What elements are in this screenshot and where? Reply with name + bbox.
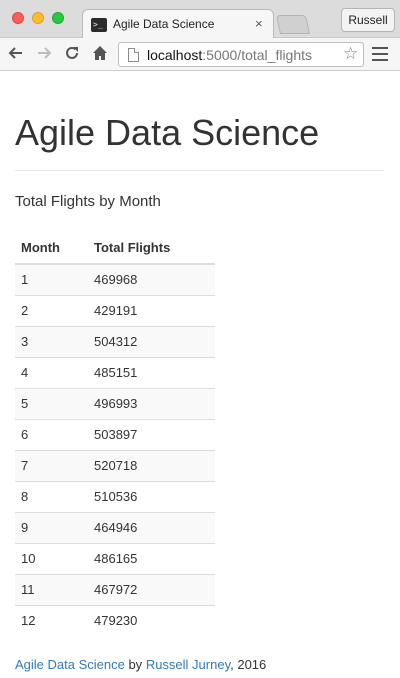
cell-month: 11 [15, 573, 88, 605]
table-row: 11 467972 [15, 573, 215, 605]
cell-total-flights: 510536 [88, 480, 215, 512]
cell-total-flights: 464946 [88, 511, 215, 543]
home-icon[interactable] [90, 44, 110, 64]
table-row: 3 504312 [15, 325, 215, 357]
footer-by: by [124, 657, 146, 672]
star-icon[interactable]: ☆ [343, 44, 359, 63]
browser-toolbar: localhost:5000/total_flights ☆ [0, 38, 400, 71]
cell-month: 5 [15, 387, 88, 419]
tab-close-icon[interactable]: × [255, 16, 263, 31]
table-row: 4 485151 [15, 356, 215, 388]
cell-total-flights: 503897 [88, 418, 215, 450]
cell-month: 1 [15, 263, 88, 295]
profile-button[interactable]: Russell [341, 8, 395, 32]
cell-month: 2 [15, 294, 88, 326]
cell-total-flights: 504312 [88, 325, 215, 357]
new-tab-button[interactable] [275, 15, 311, 34]
table-row: 1 469968 [15, 263, 215, 295]
forward-arrow-icon[interactable] [34, 44, 54, 64]
address-bar[interactable]: localhost:5000/total_flights ☆ [118, 42, 364, 67]
table-row: 12 479230 [15, 604, 215, 636]
cell-total-flights: 467972 [88, 573, 215, 605]
hamburger-menu-icon[interactable] [372, 47, 388, 61]
page-icon [128, 48, 139, 62]
cell-total-flights: 520718 [88, 449, 215, 481]
window-close-button[interactable] [12, 12, 24, 24]
divider [15, 170, 384, 171]
page-subtitle: Total Flights by Month [15, 193, 161, 210]
cell-month: 7 [15, 449, 88, 481]
table-row: 7 520718 [15, 449, 215, 481]
page-title: Agile Data Science [15, 112, 320, 153]
tab-title: Agile Data Science [113, 17, 215, 31]
table-row: 8 510536 [15, 480, 215, 512]
column-header-month: Month [15, 232, 88, 265]
cell-month: 8 [15, 480, 88, 512]
cell-month: 12 [15, 604, 88, 636]
window-maximize-button[interactable] [52, 12, 64, 24]
cell-total-flights: 479230 [88, 604, 215, 636]
cell-month: 10 [15, 542, 88, 574]
table-row: 2 429191 [15, 294, 215, 326]
site-link[interactable]: Agile Data Science [15, 657, 125, 672]
cell-month: 9 [15, 511, 88, 543]
column-header-total-flights: Total Flights [88, 232, 215, 265]
cell-month: 4 [15, 356, 88, 388]
cell-total-flights: 469968 [88, 263, 215, 295]
table-row: 9 464946 [15, 511, 215, 543]
flights-table: Month Total Flights 1 469968 2 429191 3 50431… [15, 232, 215, 636]
title-bar: >_ Agile Data Science × Russell [0, 0, 400, 39]
footer: Agile Data Science by Russell Jurney, 20… [15, 657, 266, 672]
cell-total-flights: 485151 [88, 356, 215, 388]
cell-total-flights: 486165 [88, 542, 215, 574]
footer-year: , 2016 [230, 657, 267, 672]
browser-tab[interactable]: >_ Agile Data Science × [82, 9, 274, 39]
url-text[interactable]: localhost:5000/total_flights [147, 47, 312, 63]
window-minimize-button[interactable] [32, 12, 44, 24]
table-header-row: Month Total Flights [15, 232, 215, 265]
reload-icon[interactable] [62, 44, 82, 64]
cell-month: 6 [15, 418, 88, 450]
terminal-icon: >_ [91, 18, 107, 32]
table-row: 10 486165 [15, 542, 215, 574]
cell-month: 3 [15, 325, 88, 357]
cell-total-flights: 429191 [88, 294, 215, 326]
url-path: :5000/total_flights [202, 47, 313, 63]
cell-total-flights: 496993 [88, 387, 215, 419]
back-arrow-icon[interactable] [6, 44, 26, 64]
table-row: 6 503897 [15, 418, 215, 450]
table-row: 5 496993 [15, 387, 215, 419]
url-host: localhost [147, 47, 203, 63]
author-link[interactable]: Russell Jurney [145, 657, 231, 672]
